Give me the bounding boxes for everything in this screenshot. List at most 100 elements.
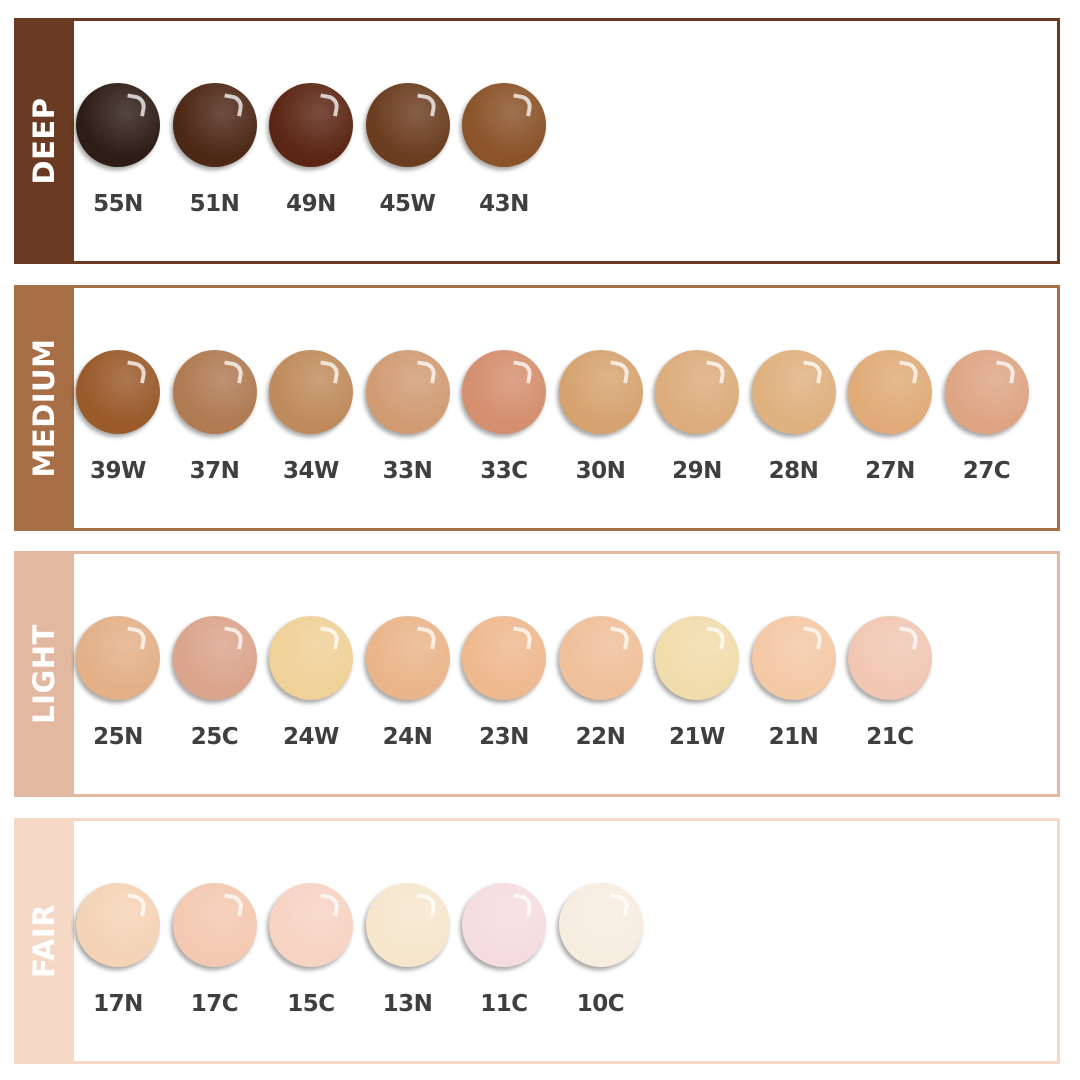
shade-swatch[interactable]: 51N <box>170 83 260 217</box>
shade-dot <box>848 616 932 700</box>
shade-dot <box>462 83 546 167</box>
shade-swatch[interactable]: 45W <box>363 83 453 217</box>
shade-label: 21C <box>866 724 914 750</box>
shade-label: 39W <box>90 458 146 484</box>
shade-dot <box>365 350 450 434</box>
shade-swatch[interactable]: 37N <box>170 350 260 484</box>
shade-swatch[interactable]: 27N <box>845 350 935 484</box>
group-label: FAIR <box>27 903 61 979</box>
shade-dot <box>76 616 160 700</box>
group-label-bar: MEDIUM <box>14 285 74 531</box>
shade-swatch[interactable]: 25N <box>73 616 163 750</box>
shade-dot <box>172 350 257 434</box>
shade-label: 11C <box>480 991 528 1017</box>
shade-dot <box>462 616 546 700</box>
shade-label: 37N <box>189 458 240 484</box>
shade-dot <box>558 616 643 700</box>
shade-swatch[interactable]: 29N <box>652 350 742 484</box>
shade-dot <box>76 883 160 967</box>
shade-dot <box>848 350 932 434</box>
group-label: MEDIUM <box>27 338 61 478</box>
shade-dot <box>365 83 450 167</box>
shade-dot <box>172 616 257 700</box>
shade-label: 24N <box>382 724 433 750</box>
shade-swatch[interactable]: 34W <box>266 350 356 484</box>
shade-swatch[interactable]: 17N <box>73 883 163 1017</box>
shade-swatch[interactable]: 49N <box>266 83 356 217</box>
shade-label: 22N <box>575 724 626 750</box>
shade-swatch[interactable]: 23N <box>459 616 549 750</box>
shade-label: 29N <box>672 458 722 484</box>
shade-label: 51N <box>189 191 240 217</box>
group-label-bar: FAIR <box>14 818 74 1064</box>
shade-swatch[interactable]: 33N <box>363 350 453 484</box>
shade-label: 25N <box>93 724 143 750</box>
shade-label: 55N <box>93 191 143 217</box>
shade-swatch[interactable]: 21C <box>845 616 935 750</box>
shade-label: 21N <box>768 724 819 750</box>
shade-swatch[interactable]: 39W <box>73 350 163 484</box>
group-label-bar: DEEP <box>14 18 74 264</box>
shade-dot <box>655 350 739 434</box>
shade-swatch[interactable]: 21W <box>652 616 742 750</box>
shade-swatch[interactable]: 11C <box>459 883 549 1017</box>
shade-swatch[interactable]: 24N <box>363 616 453 750</box>
shade-label: 13N <box>382 991 433 1017</box>
shade-label: 24W <box>283 724 339 750</box>
shade-swatch[interactable]: 22N <box>556 616 646 750</box>
group-label-bar: LIGHT <box>14 551 74 797</box>
group-label: DEEP <box>27 97 61 185</box>
shade-label: 27N <box>865 458 915 484</box>
shade-dot <box>269 350 353 434</box>
shade-swatch[interactable]: 25C <box>170 616 260 750</box>
shade-dot <box>751 350 836 434</box>
shade-label: 49N <box>286 191 336 217</box>
shade-swatch[interactable]: 33C <box>459 350 549 484</box>
shade-label: 28N <box>768 458 819 484</box>
shade-label: 21W <box>669 724 725 750</box>
shade-swatch[interactable]: 30N <box>556 350 646 484</box>
shade-label: 34W <box>283 458 339 484</box>
shade-dot <box>558 350 643 434</box>
shade-dot <box>365 616 450 700</box>
shade-label: 10C <box>576 991 625 1017</box>
shade-swatch[interactable]: 28N <box>749 350 839 484</box>
shade-label: 17N <box>93 991 143 1017</box>
shade-dot <box>269 883 353 967</box>
shade-group-medium: MEDIUM 39W 37N 34W 33N 33C 30N 29N 28N 27N 27C <box>14 285 1060 531</box>
shade-label: 27C <box>962 458 1011 484</box>
shade-swatch[interactable]: 55N <box>73 83 163 217</box>
shade-dot <box>751 616 836 700</box>
shade-swatch[interactable]: 24W <box>266 616 356 750</box>
shade-label: 23N <box>479 724 529 750</box>
shade-dot <box>365 883 450 967</box>
shade-dot <box>269 616 353 700</box>
shade-dot <box>269 83 353 167</box>
shade-label: 43N <box>479 191 529 217</box>
shade-swatch[interactable]: 43N <box>459 83 549 217</box>
shade-label: 33N <box>382 458 433 484</box>
shade-dot <box>558 883 643 967</box>
shade-dot <box>172 883 257 967</box>
group-label: LIGHT <box>27 624 61 724</box>
shade-dot <box>462 883 546 967</box>
shade-label: 33C <box>480 458 528 484</box>
shade-dot <box>76 350 160 434</box>
shade-dot <box>944 350 1029 434</box>
shade-dot <box>655 616 739 700</box>
shade-label: 15C <box>287 991 335 1017</box>
shade-dot <box>76 83 160 167</box>
shade-label: 30N <box>575 458 626 484</box>
shade-label: 25C <box>190 724 239 750</box>
shade-group-fair: FAIR 17N 17C 15C 13N 11C 10C <box>14 818 1060 1064</box>
shade-label: 17C <box>190 991 239 1017</box>
shade-swatch[interactable]: 27C <box>942 350 1032 484</box>
shade-group-deep: DEEP 55N 51N 49N 45W 43N <box>14 18 1060 264</box>
shade-swatch[interactable]: 17C <box>170 883 260 1017</box>
shade-swatch[interactable]: 10C <box>556 883 646 1017</box>
shade-swatch[interactable]: 21N <box>749 616 839 750</box>
shade-dot <box>172 83 257 167</box>
shade-swatch[interactable]: 13N <box>363 883 453 1017</box>
shade-swatch[interactable]: 15C <box>266 883 356 1017</box>
shade-label: 45W <box>379 191 436 217</box>
